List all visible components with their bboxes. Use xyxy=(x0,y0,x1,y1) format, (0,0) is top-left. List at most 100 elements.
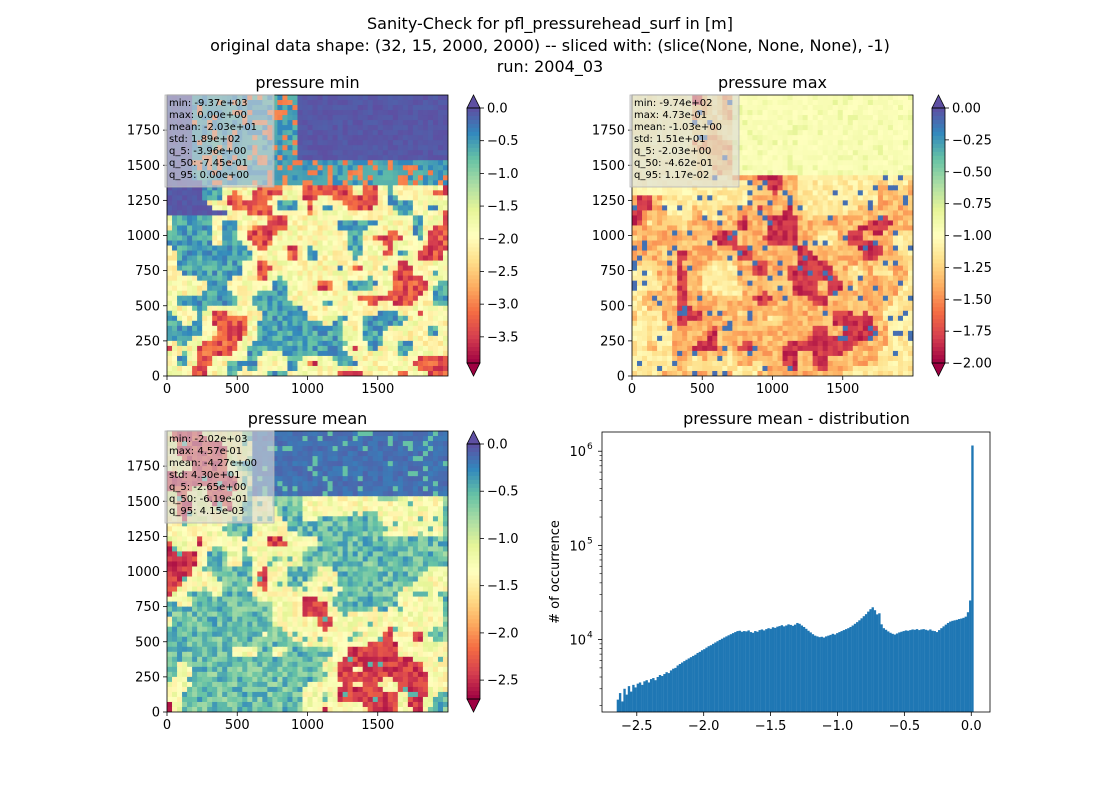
heatmap-cell xyxy=(197,275,203,282)
colorbar-segment xyxy=(467,351,480,356)
heatmap-cell xyxy=(752,225,759,232)
stats-box: min: -9.37e+03 max: 0.00e+00 mean: -2.03… xyxy=(164,94,275,188)
heatmap-cell xyxy=(212,215,218,222)
heatmap-cell xyxy=(297,195,304,201)
heatmap-cell xyxy=(332,190,339,196)
heatmap-cell xyxy=(827,130,834,136)
heatmap-cell xyxy=(312,305,319,312)
heatmap-cell xyxy=(842,175,849,181)
heatmap-cell xyxy=(332,205,339,212)
heatmap-cell xyxy=(402,150,409,156)
heatmap-cell xyxy=(752,245,759,252)
heatmap-cell xyxy=(397,340,404,347)
heatmap-cell xyxy=(812,110,819,116)
heatmap-cell xyxy=(302,255,309,262)
heatmap-cell xyxy=(242,215,248,222)
heatmap-cell xyxy=(337,225,344,232)
heatmap-cell xyxy=(887,230,894,237)
heatmap-cell xyxy=(682,200,688,206)
heatmap-cell xyxy=(787,195,794,201)
heatmap-cell xyxy=(362,340,369,347)
heatmap-cell xyxy=(442,275,448,282)
heatmap-cell xyxy=(662,225,668,232)
heatmap-cell xyxy=(872,240,879,247)
heatmap-cell xyxy=(677,235,683,242)
heatmap-cell xyxy=(787,245,794,252)
heatmap-cell xyxy=(387,130,394,136)
heatmap-cell xyxy=(387,150,394,156)
heatmap-cell xyxy=(837,190,844,196)
heatmap-cell xyxy=(257,275,263,282)
heatmap-cell xyxy=(697,240,703,247)
heatmap-cell xyxy=(237,300,243,307)
heatmap-cell xyxy=(812,115,819,121)
heatmap-cell xyxy=(407,280,414,287)
heatmap-cell xyxy=(722,195,728,201)
heatmap-cell xyxy=(812,175,819,181)
heatmap-cell xyxy=(202,260,208,267)
heatmap-cell xyxy=(317,165,324,171)
heatmap-cell xyxy=(362,145,369,151)
heatmap-cell xyxy=(407,215,414,222)
heatmap-cell xyxy=(302,235,309,242)
heatmap-cell xyxy=(297,340,304,347)
heatmap-cell xyxy=(187,320,193,327)
heatmap-cell xyxy=(657,245,663,252)
heatmap-cell xyxy=(412,290,419,297)
heatmap-cell xyxy=(677,215,683,222)
heatmap-cell xyxy=(767,110,774,116)
heatmap-cell xyxy=(302,180,309,186)
heatmap-cell xyxy=(837,180,844,186)
heatmap-cell xyxy=(352,155,359,161)
heatmap-cell xyxy=(362,280,369,287)
heatmap-cell xyxy=(787,155,794,161)
heatmap-cell xyxy=(207,290,213,297)
heatmap-cell xyxy=(867,165,874,171)
heatmap-cell xyxy=(322,95,329,101)
heatmap-cell xyxy=(412,345,419,352)
heatmap-cell xyxy=(742,240,749,247)
heatmap-cell xyxy=(252,320,258,327)
heatmap-cell xyxy=(277,340,284,347)
heatmap-cell xyxy=(687,225,693,232)
heatmap-cell xyxy=(307,315,314,322)
heatmap-cell xyxy=(302,360,309,367)
heatmap-cell xyxy=(297,345,304,352)
heatmap-cell xyxy=(347,335,354,342)
heatmap-cell xyxy=(327,335,334,342)
heatmap-cell xyxy=(232,360,238,367)
heatmap-cell xyxy=(372,245,379,252)
heatmap-cell xyxy=(282,135,289,141)
heatmap-cell xyxy=(222,350,228,357)
heatmap-cell xyxy=(372,235,379,242)
heatmap-cell xyxy=(837,115,844,121)
heatmap-cell xyxy=(422,225,429,232)
heatmap-cell xyxy=(822,95,829,101)
heatmap-cell xyxy=(372,140,379,146)
heatmap-cell xyxy=(267,275,273,282)
heatmap-cell xyxy=(802,230,809,237)
heatmap-cell xyxy=(852,180,859,186)
stats-line: q_5: -3.96e+00 xyxy=(169,146,246,157)
heatmap-cell xyxy=(422,320,429,327)
heatmap-cell xyxy=(322,310,329,317)
heatmap-cell xyxy=(887,150,894,156)
heatmap-cell xyxy=(777,135,784,141)
heatmap-cell xyxy=(417,240,424,247)
heatmap-cell xyxy=(427,310,434,317)
heatmap-cell xyxy=(287,260,294,267)
heatmap-cell xyxy=(762,160,769,166)
heatmap-cell xyxy=(237,245,243,252)
heatmap-cell xyxy=(282,265,289,272)
heatmap-cell xyxy=(342,100,349,106)
heatmap-cell xyxy=(322,340,329,347)
heatmap-cell xyxy=(417,305,424,312)
heatmap-cell xyxy=(797,245,804,252)
heatmap-cell xyxy=(782,210,789,217)
heatmap-cell xyxy=(692,205,698,212)
heatmap-cell xyxy=(877,175,884,181)
heatmap-cell xyxy=(702,205,708,212)
heatmap-cell xyxy=(797,190,804,196)
heatmap-cell xyxy=(412,365,419,372)
heatmap-cell xyxy=(407,350,414,357)
